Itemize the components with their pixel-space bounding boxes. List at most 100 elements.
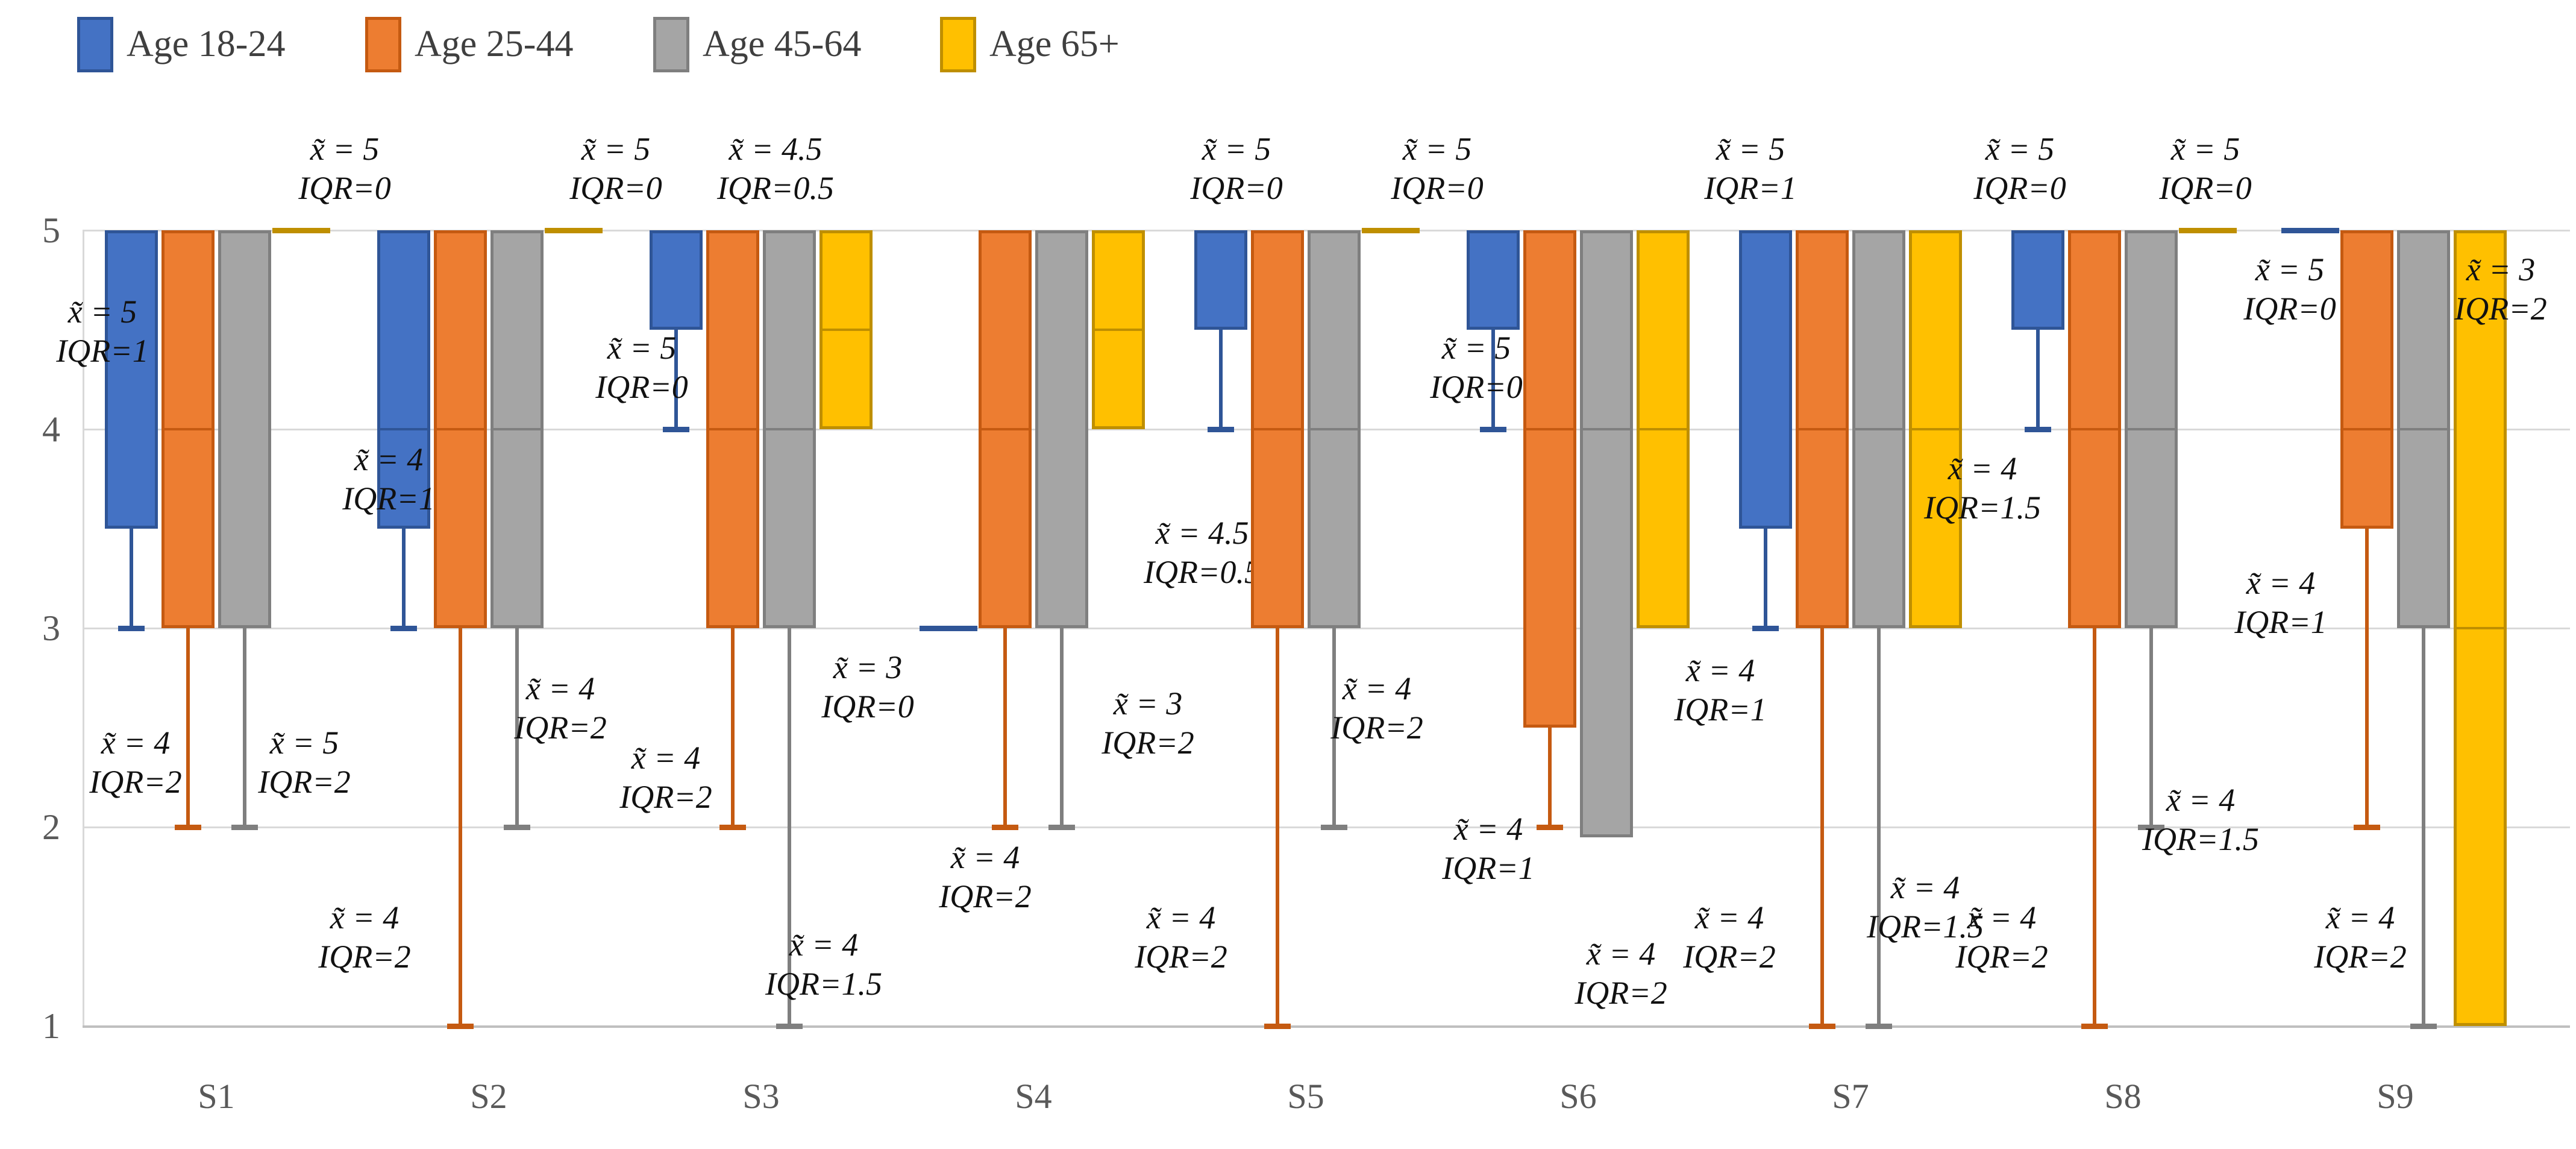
annotation-line: IQR=0: [821, 688, 914, 725]
box-whisker: [1003, 628, 1007, 827]
whisker-cap: [1809, 1024, 1835, 1029]
annotation: x̃ = 4 IQR=2: [939, 838, 1031, 916]
annotation-line: IQR=2: [514, 710, 607, 746]
annotation: x̃ = 4 IQR=1.5: [1924, 449, 2041, 527]
annotation-line: IQR=2: [1330, 710, 1423, 746]
annotation-line: x̃ = 4: [789, 927, 859, 963]
box-median: [1310, 428, 1358, 430]
annotation: x̃ = 4 IQR=2: [1683, 898, 1775, 977]
annotation-line: x̃ = 4.5: [729, 131, 823, 167]
box-whisker: [1060, 628, 1064, 827]
box-median: [981, 428, 1029, 430]
whisker-cap: [719, 825, 746, 830]
box-median: [1798, 428, 1846, 430]
annotation-line: IQR=2: [1135, 939, 1227, 975]
box-whisker: [130, 529, 133, 628]
annotation-line: IQR=1.5: [2142, 821, 2259, 857]
box: [218, 230, 271, 628]
annotation: x̃ = 5 IQR=0: [595, 329, 688, 407]
annotation: x̃ = 4 IQR=1: [1674, 651, 1766, 729]
annotation: x̃ = 5 IQR=2: [258, 723, 350, 802]
annotation: x̃ = 4 IQR=1.5: [765, 925, 882, 1004]
annotation-line: x̃ = 4: [631, 740, 701, 776]
box: [2011, 230, 2064, 330]
annotation-line: x̃ = 5: [2255, 251, 2325, 288]
whisker-cap: [992, 825, 1018, 830]
annotation-line: IQR=1.5: [765, 966, 882, 1002]
annotation-line: x̃ = 5: [607, 330, 677, 366]
annotation: x̃ = 4 IQR=2: [89, 723, 181, 802]
annotation-line: IQR=2: [258, 764, 351, 800]
whisker-cap: [390, 626, 417, 631]
annotation-line: x̃ = 4: [1967, 899, 2037, 936]
box: [105, 230, 158, 529]
annotation-line: x̃ = 4: [2166, 782, 2236, 818]
whisker-cap: [1208, 427, 1234, 432]
box-median: [1253, 428, 1302, 430]
flat-median-line: [545, 228, 603, 233]
annotation-line: IQR=2: [1955, 939, 2048, 975]
box-median: [2343, 428, 2391, 430]
box-whisker: [1877, 628, 1881, 1026]
annotation: x̃ = 4.5 IQR=0.5: [1144, 514, 1261, 592]
annotation: x̃ = 5 IQR=0: [1430, 329, 1522, 407]
box-median: [2456, 627, 2504, 629]
box-median: [1855, 428, 1903, 430]
annotation: x̃ = 4 IQR=2: [318, 898, 410, 977]
whisker-cap: [231, 825, 258, 830]
box-median: [2399, 428, 2448, 430]
annotation: x̃ = 4 IQR=2: [2314, 898, 2406, 977]
legend-label: Age 65+: [989, 24, 1120, 65]
annotation: x̃ = 5 IQR=0: [298, 130, 390, 208]
whisker-cap: [504, 825, 530, 830]
annotation: x̃ = 5 IQR=0: [1391, 130, 1483, 208]
annotation-line: IQR=1.5: [1867, 908, 1984, 945]
box-median: [2127, 428, 2175, 430]
annotation-line: x̃ = 5: [269, 725, 339, 761]
annotation: x̃ = 5 IQR=1: [56, 292, 148, 371]
box-whisker: [788, 628, 791, 1026]
box-whisker: [186, 628, 190, 827]
annotation-line: IQR=0: [298, 170, 391, 206]
y-tick-label: 5: [42, 210, 60, 250]
x-axis-label: S4: [1015, 1077, 1052, 1116]
annotation: x̃ = 3 IQR=2: [1102, 684, 1194, 763]
box-whisker: [2149, 628, 2153, 827]
box-whisker: [1219, 330, 1223, 429]
annotation-line: IQR=1: [342, 480, 435, 517]
whisker-cap: [1537, 825, 1563, 830]
annotation-line: IQR=2: [2314, 939, 2407, 975]
box-median: [2070, 428, 2119, 430]
box: [1739, 230, 1792, 529]
annotation-line: IQR=1: [2234, 604, 2327, 640]
annotation-line: x̃ = 4: [101, 725, 171, 761]
x-axis-label: S3: [742, 1077, 780, 1116]
annotation-line: x̃ = 5: [1402, 131, 1472, 167]
legend-swatch-age-18-24: [77, 17, 113, 72]
box: [1194, 230, 1247, 330]
x-axis-label: S8: [2104, 1077, 2142, 1116]
box: [2340, 230, 2393, 529]
x-axis-label: S7: [1832, 1077, 1869, 1116]
annotation-line: x̃ = 4: [354, 441, 424, 477]
whisker-cap: [1264, 1024, 1291, 1029]
annotation-line: x̃ = 4: [2325, 899, 2395, 936]
box-median: [1094, 329, 1142, 331]
annotation-line: IQR=0.5: [717, 170, 834, 206]
annotation-line: IQR=0: [1190, 170, 1283, 206]
y-tick-label: 2: [42, 807, 60, 847]
whisker-cap: [1480, 427, 1506, 432]
annotation: x̃ = 4 IQR=1.5: [1867, 868, 1984, 946]
annotation-line: x̃ = 4: [1948, 450, 2017, 486]
box-median: [1639, 428, 1687, 430]
annotation-line: x̃ = 4: [1694, 899, 1764, 936]
annotation: x̃ = 4 IQR=2: [1955, 898, 2048, 977]
annotation-line: IQR=1: [1674, 691, 1767, 728]
whisker-cap: [1752, 626, 1779, 631]
annotation: x̃ = 3 IQR=2: [2454, 250, 2546, 329]
box-median: [1582, 428, 1631, 430]
annotation-line: x̃ = 4: [330, 899, 400, 936]
box-whisker: [459, 628, 462, 1026]
annotation: x̃ = 4 IQR=2: [514, 669, 606, 748]
annotation-line: x̃ = 4: [525, 670, 595, 707]
